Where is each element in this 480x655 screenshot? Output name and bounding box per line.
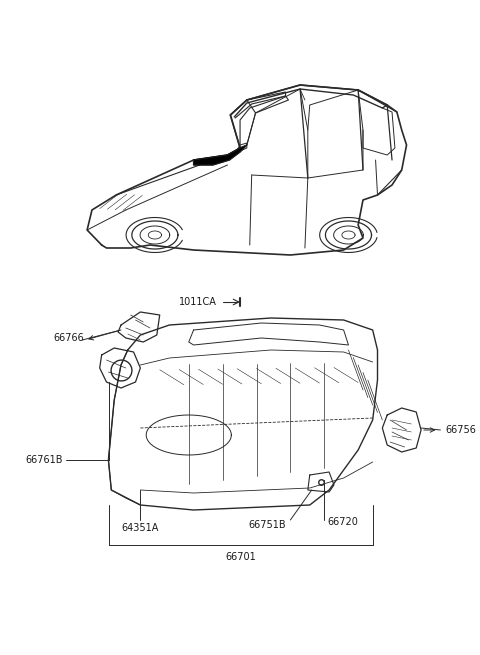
Text: 66766: 66766: [53, 333, 84, 343]
Text: 66701: 66701: [226, 552, 256, 562]
Text: 66756: 66756: [445, 425, 476, 435]
Text: 66751B: 66751B: [248, 520, 286, 530]
Polygon shape: [193, 145, 247, 165]
Text: 66720: 66720: [327, 517, 358, 527]
Text: 1011CA: 1011CA: [179, 297, 217, 307]
Text: 66761B: 66761B: [25, 455, 63, 465]
Text: 64351A: 64351A: [121, 523, 159, 533]
